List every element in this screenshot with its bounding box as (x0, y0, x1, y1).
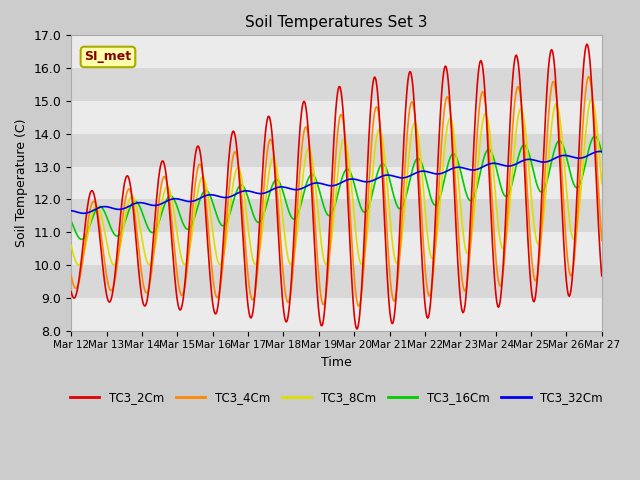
Bar (71, 167, 602, 199)
Y-axis label: Soil Temperature (C): Soil Temperature (C) (15, 119, 28, 247)
Bar (71, 199, 602, 232)
Bar (71, 265, 602, 298)
Bar (71, 232, 602, 265)
Bar (71, 68, 602, 101)
Title: Soil Temperatures Set 3: Soil Temperatures Set 3 (245, 15, 428, 30)
Bar (71, 134, 602, 167)
Legend: TC3_2Cm, TC3_4Cm, TC3_8Cm, TC3_16Cm, TC3_32Cm: TC3_2Cm, TC3_4Cm, TC3_8Cm, TC3_16Cm, TC3… (65, 387, 608, 409)
Bar (71, 101, 602, 134)
Bar (71, 298, 602, 331)
X-axis label: Time: Time (321, 356, 352, 369)
Bar (71, 36, 602, 68)
Text: SI_met: SI_met (84, 50, 132, 63)
